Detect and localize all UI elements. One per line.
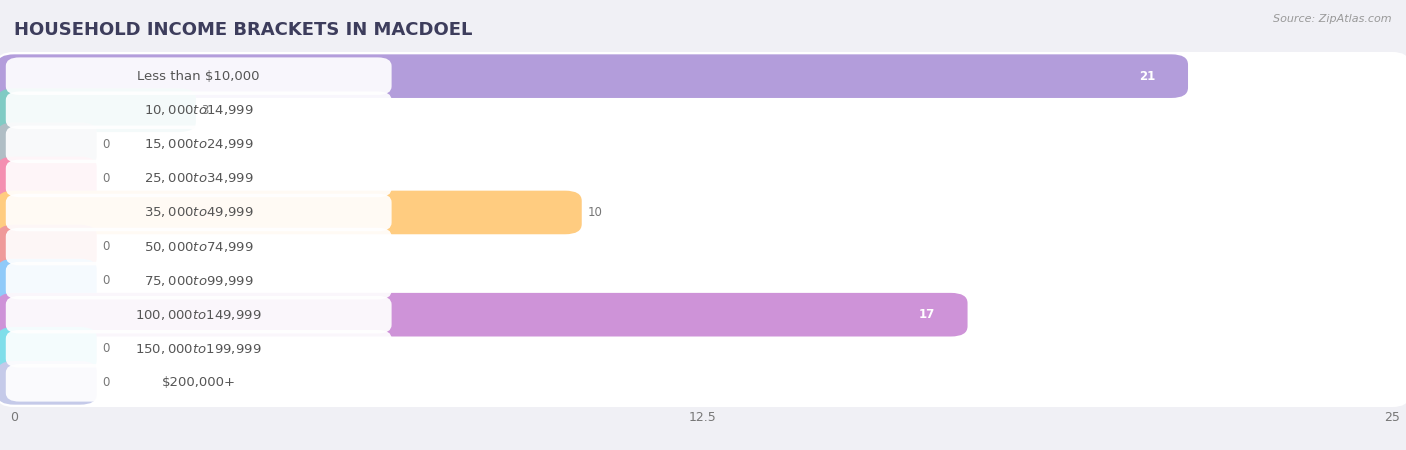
FancyBboxPatch shape — [0, 293, 967, 337]
Text: $35,000 to $49,999: $35,000 to $49,999 — [143, 206, 253, 220]
FancyBboxPatch shape — [6, 262, 392, 299]
FancyBboxPatch shape — [0, 88, 195, 132]
Text: $150,000 to $199,999: $150,000 to $199,999 — [135, 342, 262, 356]
FancyBboxPatch shape — [0, 225, 97, 268]
FancyBboxPatch shape — [0, 188, 1406, 237]
FancyBboxPatch shape — [0, 191, 582, 234]
FancyBboxPatch shape — [6, 330, 392, 368]
FancyBboxPatch shape — [6, 364, 392, 401]
FancyBboxPatch shape — [6, 160, 392, 197]
Text: 0: 0 — [103, 274, 110, 287]
FancyBboxPatch shape — [0, 120, 1406, 168]
Text: $75,000 to $99,999: $75,000 to $99,999 — [143, 274, 253, 288]
Text: 0: 0 — [103, 376, 110, 389]
Text: $200,000+: $200,000+ — [162, 376, 236, 389]
FancyBboxPatch shape — [0, 122, 97, 166]
Text: 17: 17 — [918, 308, 935, 321]
Text: 21: 21 — [1139, 70, 1154, 83]
Text: 0: 0 — [103, 240, 110, 253]
FancyBboxPatch shape — [0, 327, 97, 371]
FancyBboxPatch shape — [6, 58, 392, 95]
Text: 3: 3 — [201, 104, 209, 117]
FancyBboxPatch shape — [0, 154, 1406, 202]
FancyBboxPatch shape — [6, 228, 392, 266]
FancyBboxPatch shape — [0, 157, 97, 200]
FancyBboxPatch shape — [0, 54, 1188, 98]
FancyBboxPatch shape — [0, 222, 1406, 271]
Text: $50,000 to $74,999: $50,000 to $74,999 — [143, 239, 253, 253]
Text: $15,000 to $24,999: $15,000 to $24,999 — [143, 137, 253, 151]
Text: Less than $10,000: Less than $10,000 — [138, 70, 260, 83]
Text: 0: 0 — [103, 138, 110, 151]
FancyBboxPatch shape — [0, 86, 1406, 135]
FancyBboxPatch shape — [0, 361, 97, 405]
FancyBboxPatch shape — [0, 359, 1406, 407]
FancyBboxPatch shape — [0, 52, 1406, 100]
FancyBboxPatch shape — [6, 194, 392, 231]
Text: 0: 0 — [103, 172, 110, 185]
Text: 10: 10 — [588, 206, 602, 219]
FancyBboxPatch shape — [0, 256, 1406, 305]
FancyBboxPatch shape — [0, 291, 1406, 339]
Text: $100,000 to $149,999: $100,000 to $149,999 — [135, 308, 262, 322]
FancyBboxPatch shape — [6, 91, 392, 129]
FancyBboxPatch shape — [6, 296, 392, 333]
Text: $10,000 to $14,999: $10,000 to $14,999 — [143, 103, 253, 117]
Text: Source: ZipAtlas.com: Source: ZipAtlas.com — [1274, 14, 1392, 23]
Text: $25,000 to $34,999: $25,000 to $34,999 — [143, 171, 253, 185]
Text: HOUSEHOLD INCOME BRACKETS IN MACDOEL: HOUSEHOLD INCOME BRACKETS IN MACDOEL — [14, 21, 472, 39]
FancyBboxPatch shape — [6, 126, 392, 163]
FancyBboxPatch shape — [0, 259, 97, 302]
Text: 0: 0 — [103, 342, 110, 355]
FancyBboxPatch shape — [0, 324, 1406, 373]
